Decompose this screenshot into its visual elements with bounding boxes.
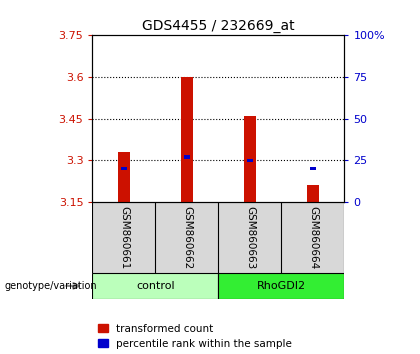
Bar	[307, 185, 319, 202]
Bar	[310, 167, 316, 170]
Title: GDS4455 / 232669_at: GDS4455 / 232669_at	[142, 19, 295, 33]
Text: GSM860663: GSM860663	[245, 206, 255, 269]
Bar	[184, 155, 190, 159]
Bar	[121, 167, 127, 170]
Text: RhoGDI2: RhoGDI2	[257, 281, 306, 291]
Bar	[92, 273, 218, 299]
Text: control: control	[136, 281, 175, 291]
Bar	[118, 152, 129, 202]
Bar	[247, 159, 253, 162]
Text: GSM860662: GSM860662	[182, 206, 192, 269]
Bar	[218, 273, 344, 299]
Text: GSM860664: GSM860664	[308, 206, 318, 269]
Text: GSM860661: GSM860661	[119, 206, 129, 269]
Legend: transformed count, percentile rank within the sample: transformed count, percentile rank withi…	[97, 324, 292, 349]
Bar	[181, 77, 193, 202]
Text: genotype/variation: genotype/variation	[4, 281, 97, 291]
Bar	[244, 116, 256, 202]
